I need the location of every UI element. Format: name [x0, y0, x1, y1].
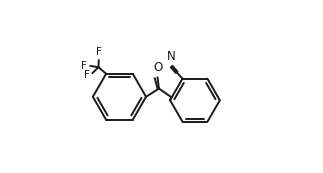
Text: F: F: [81, 61, 87, 71]
Text: F: F: [96, 47, 102, 57]
Text: N: N: [166, 50, 175, 63]
Text: O: O: [153, 61, 162, 75]
Text: F: F: [84, 70, 89, 80]
